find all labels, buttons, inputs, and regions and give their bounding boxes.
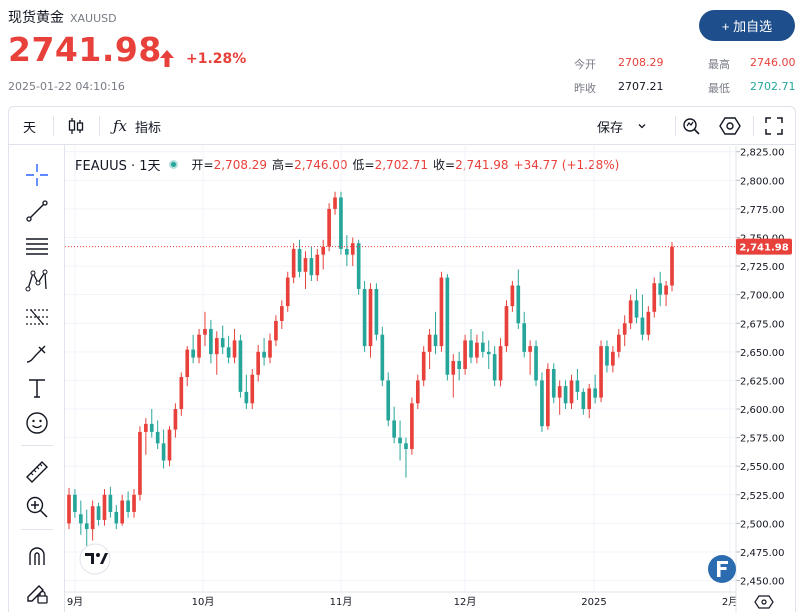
legend-high-value: 2,746.00 <box>294 157 348 172</box>
toolbar-divider <box>753 116 754 136</box>
chevron-down-icon <box>638 124 646 129</box>
instrument-name: 现货黄金 <box>8 10 64 26</box>
zoom-in-icon[interactable] <box>23 493 51 521</box>
fib-icon[interactable] <box>23 232 51 260</box>
crosshair-icon[interactable] <box>23 161 51 189</box>
legend-close-label: 收= <box>433 158 456 172</box>
ruler-icon[interactable] <box>23 458 51 486</box>
brush-icon[interactable] <box>23 339 51 367</box>
stat-open-value: 2708.29 <box>618 56 664 69</box>
last-price: 2741.98 <box>8 30 162 69</box>
indicators-label: 指标 <box>135 120 162 136</box>
legend-high-label: 高= <box>272 158 295 172</box>
pattern-icon[interactable] <box>23 267 51 295</box>
chart-toolbar: 天 ƒx 指标 保存 <box>9 107 795 145</box>
stat-open-label: 今开 <box>574 58 596 71</box>
stat-low-value: 2702.71 <box>750 80 796 93</box>
emoji-icon[interactable] <box>23 409 51 437</box>
sidebar-divider <box>21 445 53 446</box>
stat-prev-close: 昨收 2707.21 <box>574 80 664 96</box>
drawing-toolbar <box>9 145 65 612</box>
instrument-title: 现货黄金 XAUUSD <box>8 7 117 27</box>
toolbar-divider <box>53 116 54 136</box>
indicators-button[interactable]: ƒx 指标 <box>113 107 161 145</box>
save-label: 保存 <box>597 120 624 136</box>
lock-pencil-icon[interactable] <box>23 579 51 607</box>
stat-high: 最高 2746.00 <box>708 56 796 72</box>
stat-open: 今开 2708.29 <box>574 56 664 72</box>
stat-high-value: 2746.00 <box>750 56 796 69</box>
up-arrow-icon <box>160 50 174 67</box>
chart-panel: 天 ƒx 指标 保存 <box>8 106 796 612</box>
market-status-dot <box>168 160 178 169</box>
add-watchlist-button[interactable]: + 加自选 <box>699 10 795 41</box>
chart-legend: FEAUUS · 1天 开= 2,708.29 高= 2,746.00 低= 2,70… <box>75 155 624 175</box>
save-button[interactable]: 保存 <box>597 107 647 145</box>
text-icon[interactable] <box>23 374 51 402</box>
stat-low-label: 最低 <box>708 82 730 95</box>
candles-icon[interactable] <box>67 107 85 145</box>
legend-open-value: 2,708.29 <box>213 157 268 172</box>
interval-button[interactable]: 天 <box>23 120 37 136</box>
legend-low-label: 低= <box>352 158 375 172</box>
settings-icon[interactable] <box>681 107 701 145</box>
toolbar-divider <box>675 116 676 136</box>
legend-close-value: 2,741.98 <box>455 157 509 172</box>
timestamp: 2025-01-22 04:10:16 <box>8 80 125 93</box>
gear-icon[interactable] <box>719 107 741 145</box>
instrument-symbol: XAUUSD <box>70 12 117 25</box>
change-percent: +1.28% <box>186 51 247 67</box>
sidebar-divider <box>21 529 53 530</box>
fullscreen-icon[interactable] <box>765 107 783 145</box>
fx-icon: ƒx <box>113 117 128 135</box>
legend-change: +34.77 (+1.28%) <box>513 157 620 172</box>
forecast-icon[interactable] <box>23 303 51 331</box>
stat-prev-close-value: 2707.21 <box>618 80 664 93</box>
legend-low-value: 2,702.71 <box>374 157 429 172</box>
stat-prev-close-label: 昨收 <box>574 82 596 95</box>
stat-low: 最低 2702.71 <box>708 80 796 96</box>
stat-high-label: 最高 <box>708 58 730 71</box>
legend-name: FEAUUS · 1天 <box>75 159 161 174</box>
legend-open-label: 开= <box>191 158 214 172</box>
magnet-icon[interactable] <box>23 542 51 570</box>
trend-line-icon[interactable] <box>23 197 51 225</box>
toolbar-divider <box>99 116 100 136</box>
